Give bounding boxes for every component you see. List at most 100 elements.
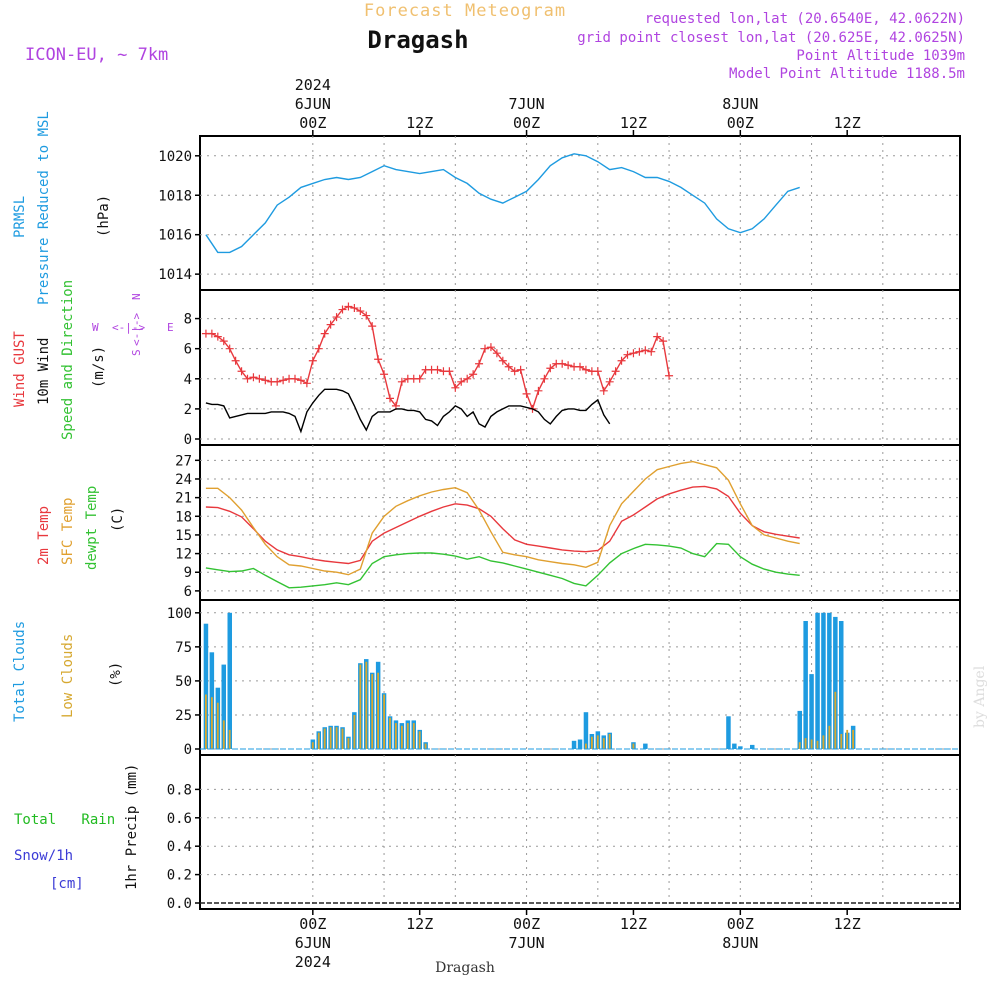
gust-marker — [504, 362, 513, 371]
top-time-label: 00Z — [299, 114, 326, 132]
top-time-label: 6JUN — [295, 95, 331, 113]
low-clouds-label: Low Clouds — [60, 634, 76, 718]
compass-east: E — [167, 321, 174, 334]
gust-marker — [641, 346, 650, 355]
low-cloud-bar — [596, 735, 599, 749]
gust-marker — [534, 386, 543, 395]
top-time-label: 12Z — [406, 114, 433, 132]
gust-marker — [344, 302, 353, 311]
low-cloud-bar — [371, 674, 374, 749]
y-tick-label: 0.8 — [167, 782, 192, 798]
precip-axis-label: 1hr Precip (mm) — [124, 764, 140, 890]
temp2m-label: 2m Temp — [36, 506, 52, 565]
gust-marker — [653, 332, 662, 341]
total-cloud-bar — [839, 621, 844, 749]
prmsl-label: PRMSL — [12, 196, 28, 238]
low-cloud-bar — [804, 738, 807, 749]
top-time-label: 7JUN — [509, 95, 545, 113]
point-altitude: Point Altitude 1039m — [796, 48, 965, 64]
low-cloud-bar — [401, 725, 403, 749]
bottom-time-label: 12Z — [834, 915, 861, 933]
gust-marker — [564, 361, 573, 370]
requested-coords: requested lon,lat (20.6540E, 42.0622N) — [645, 11, 965, 27]
total-cloud-bar — [726, 716, 731, 749]
series-line-prmsl — [205, 153, 800, 254]
snow-label: Snow/1h — [14, 848, 73, 864]
low-cloud-bar — [816, 740, 819, 749]
gust-marker — [308, 356, 317, 365]
credit-watermark: by Angel — [972, 665, 988, 728]
gust-marker — [320, 329, 329, 338]
low-cloud-bar — [834, 691, 837, 749]
gust-marker — [231, 356, 240, 365]
panel-frame — [199, 754, 961, 910]
total-cloud-bar — [203, 623, 209, 749]
low-cloud-bar — [383, 694, 385, 749]
total-cloud-bar — [643, 743, 648, 749]
gust-marker — [415, 374, 424, 383]
total-clouds-label: Total Clouds — [12, 621, 28, 722]
compass-west: W — [92, 321, 99, 334]
total-cloud-bar — [583, 712, 589, 749]
low-cloud-bar — [852, 729, 854, 749]
total-cloud-bar — [833, 616, 838, 749]
clouds-unit: (%) — [108, 662, 124, 687]
gust-marker — [261, 376, 270, 385]
total-cloud-bar — [827, 612, 832, 749]
low-cloud-bar — [846, 729, 849, 749]
top-time-label: 12Z — [620, 114, 647, 132]
low-cloud-bar — [359, 664, 362, 749]
panels: 1014101610181020024686912151821242702550… — [158, 135, 961, 912]
y-tick-label: 2 — [184, 402, 192, 418]
gust-marker — [469, 370, 478, 379]
low-cloud-bar — [329, 727, 332, 749]
total-cloud-bar — [577, 739, 583, 749]
low-cloud-bar — [418, 731, 421, 749]
y-tick-label: 0.6 — [167, 811, 192, 827]
top-time-label: 2024 — [295, 76, 331, 94]
gust-marker — [225, 344, 234, 353]
sfc-temp-label: SFC Temp — [60, 498, 76, 565]
gust-marker — [213, 332, 222, 341]
gust-marker — [486, 343, 495, 352]
top-time-label: 8JUN — [722, 95, 758, 113]
low-cloud-bar — [798, 742, 801, 749]
model-name: ICON-EU, ~ 7km — [25, 45, 168, 65]
bottom-time-label: 7JUN — [509, 934, 545, 952]
gust-marker — [492, 349, 501, 358]
gust-marker — [237, 367, 246, 376]
gust-marker — [296, 376, 305, 385]
total-cloud-bar — [803, 621, 808, 749]
bottom-time-label: 8JUN — [722, 934, 758, 952]
wind-speed-dir-label: Speed and Direction — [60, 280, 76, 440]
total-cloud-bar — [821, 612, 826, 749]
low-cloud-bar — [822, 735, 825, 749]
low-cloud-bar — [228, 729, 231, 749]
gust-marker — [457, 377, 466, 386]
gust-marker — [481, 344, 489, 353]
clouds-side-label: Total Clouds Low Clouds (%) — [12, 621, 124, 722]
low-cloud-bar — [335, 727, 338, 749]
gust-marker — [273, 377, 282, 386]
compass-north: N — [130, 293, 143, 300]
low-cloud-bar — [317, 732, 320, 749]
gust-marker — [522, 389, 531, 398]
grid-point-coords: grid point closest lon,lat (20.625E, 42.… — [577, 30, 965, 46]
low-cloud-bar — [347, 738, 350, 749]
total-cloud-bar — [815, 612, 820, 749]
y-tick-label: 1014 — [158, 267, 192, 283]
gust-marker — [581, 365, 590, 374]
y-tick-label: 25 — [175, 708, 192, 724]
y-tick-label: 0.0 — [167, 896, 192, 912]
total-cloud-bar — [571, 740, 577, 749]
low-cloud-bar — [216, 702, 219, 749]
low-cloud-bar — [828, 725, 831, 749]
gust-marker — [463, 374, 472, 383]
rain-label: Total Rain — [14, 812, 115, 828]
gust-marker — [362, 311, 371, 320]
panel-1: 0 2 4 6 8 — [184, 289, 961, 448]
low-cloud-bar — [585, 743, 587, 749]
y-tick-label: 6 — [184, 342, 192, 358]
